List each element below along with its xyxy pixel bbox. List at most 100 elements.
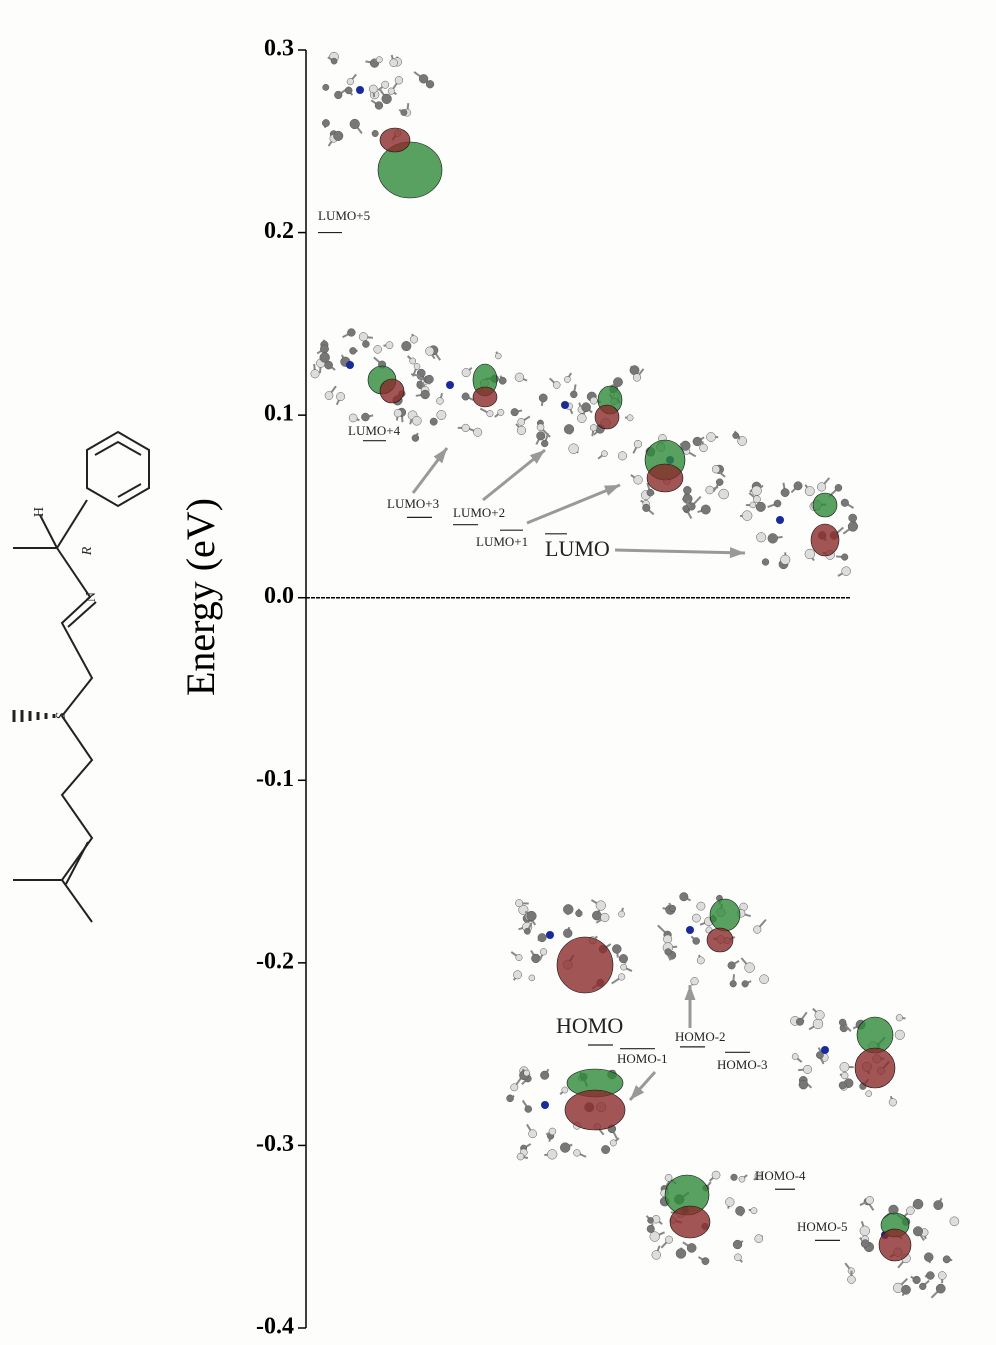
atom — [511, 1084, 518, 1091]
atom — [630, 366, 639, 375]
atom — [794, 482, 802, 490]
atom — [515, 899, 522, 906]
atom — [805, 549, 815, 559]
atom — [462, 368, 470, 376]
nitrogen — [346, 361, 354, 369]
atom — [374, 345, 382, 353]
atom — [421, 390, 430, 399]
bond — [13, 500, 87, 548]
atom — [462, 424, 470, 432]
atom — [938, 1272, 946, 1280]
atom — [706, 432, 715, 441]
atom — [731, 1174, 738, 1181]
atom — [848, 522, 858, 532]
atom — [581, 403, 590, 412]
atom — [517, 1153, 524, 1160]
nitrogen — [541, 1101, 549, 1109]
atom — [665, 949, 672, 956]
atom — [596, 901, 606, 911]
atom — [517, 426, 526, 435]
atom — [390, 59, 398, 67]
nitrogen — [821, 1046, 829, 1054]
nitrogen — [356, 86, 364, 94]
y-axis-label: Energy (eV) — [178, 498, 223, 696]
atom — [537, 432, 546, 441]
orbital-lobe — [647, 464, 683, 492]
atom — [610, 1140, 616, 1146]
atom — [388, 88, 395, 95]
atom — [665, 1236, 672, 1243]
atom — [781, 488, 789, 496]
molecule — [536, 366, 643, 461]
y-tick-label: -0.4 — [256, 1314, 294, 1340]
atom — [901, 1285, 910, 1294]
atom — [750, 502, 756, 508]
atom — [813, 1019, 823, 1029]
atom — [913, 1276, 921, 1284]
atom — [590, 424, 597, 431]
atom — [577, 414, 586, 423]
atom — [725, 1198, 734, 1207]
atom — [618, 911, 624, 917]
atom — [753, 496, 760, 503]
atom — [524, 1070, 530, 1076]
atom — [889, 1098, 897, 1106]
level-label: LUMO+1 — [476, 534, 528, 549]
atom — [569, 444, 579, 454]
atom — [913, 1199, 923, 1209]
atom — [841, 1072, 848, 1079]
double-bond — [66, 842, 88, 884]
molecule — [740, 478, 858, 576]
atom — [462, 393, 469, 400]
atom — [860, 1226, 870, 1236]
ring-bond — [95, 442, 141, 455]
molecule — [845, 1196, 959, 1297]
atom — [529, 1130, 537, 1138]
atom — [345, 87, 352, 94]
atom — [706, 486, 714, 494]
atom — [676, 1249, 686, 1259]
structure — [13, 432, 149, 922]
atom — [733, 432, 739, 438]
atom — [687, 1243, 696, 1252]
atom — [395, 76, 403, 84]
arrow-head — [685, 985, 696, 1000]
level-label: LUMO+4 — [348, 423, 401, 438]
molecule — [631, 431, 747, 518]
atom — [734, 1254, 741, 1261]
atom — [538, 933, 546, 941]
atom — [333, 131, 343, 141]
atom — [936, 1284, 945, 1293]
atom — [516, 954, 522, 960]
atom — [513, 971, 521, 979]
atom — [331, 58, 337, 64]
orbital-images — [311, 52, 959, 1298]
orbital-lobe — [710, 899, 740, 931]
atom — [359, 332, 368, 341]
atom — [669, 905, 675, 911]
atom — [739, 1176, 745, 1182]
atom — [381, 81, 388, 88]
atom — [436, 397, 443, 404]
molecule — [311, 329, 425, 425]
atom — [866, 1196, 874, 1204]
atom — [563, 904, 573, 914]
level-label: HOMO-2 — [675, 1029, 726, 1044]
nitrogen — [446, 381, 454, 389]
atom — [950, 1217, 959, 1226]
molecule — [647, 1171, 763, 1265]
y-tick-label: 0.1 — [264, 401, 294, 427]
atom — [774, 500, 781, 507]
atom — [650, 1232, 660, 1242]
atom — [799, 1080, 808, 1089]
atom — [866, 1091, 872, 1097]
atom — [752, 486, 762, 496]
atom — [382, 94, 392, 104]
atom — [419, 74, 428, 83]
atom — [896, 1014, 903, 1021]
atom — [895, 1030, 905, 1040]
atom — [576, 910, 583, 917]
atom — [693, 437, 702, 446]
atom — [702, 1257, 709, 1264]
molecule — [511, 899, 632, 993]
